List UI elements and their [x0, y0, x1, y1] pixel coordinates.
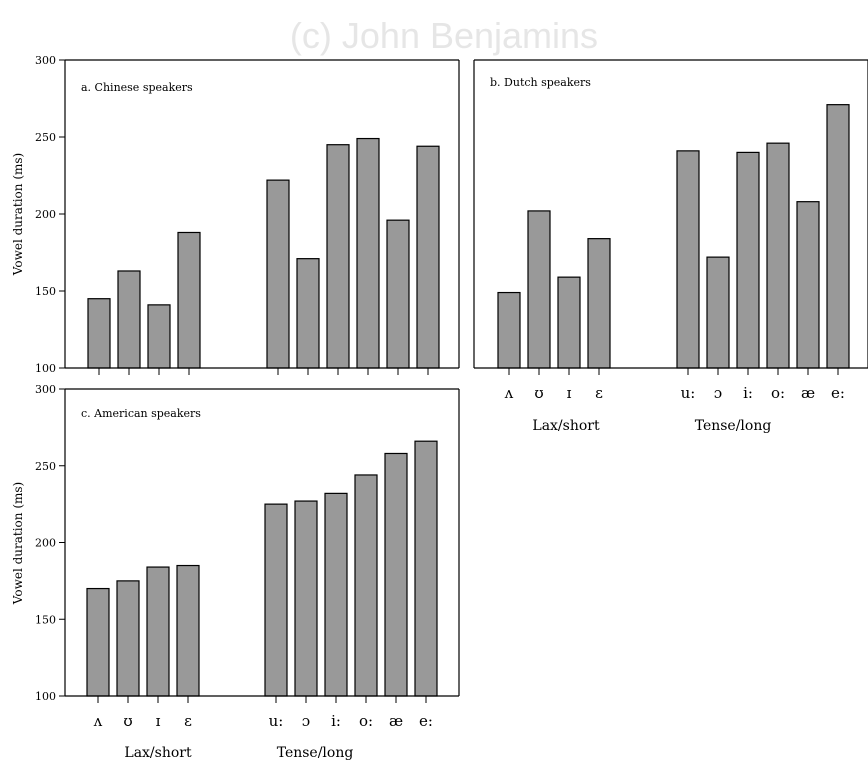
y-axis-label: Vowel duration (ms)	[11, 153, 25, 276]
bar	[416, 145, 440, 369]
bar	[354, 474, 378, 697]
panel-title: b. Dutch speakers	[490, 76, 591, 89]
y-tick-label: 200	[35, 537, 56, 550]
bar	[324, 492, 348, 697]
bar	[86, 587, 110, 697]
x-tick-label: i:	[743, 384, 753, 402]
y-tick-label: 250	[35, 460, 56, 473]
panel-title: c. American speakers	[81, 407, 201, 420]
bar	[557, 276, 581, 369]
x-tick-label: ʊ	[123, 712, 132, 730]
bar	[826, 104, 850, 369]
group-label: Tense/long	[695, 418, 772, 434]
y-tick-label: 200	[35, 208, 56, 221]
bar	[414, 440, 438, 697]
group-label: Lax/short	[532, 418, 600, 434]
x-tick-label: ɔ	[714, 384, 722, 402]
x-tick-label: ɔ	[302, 712, 310, 730]
bar	[177, 231, 201, 369]
bar	[176, 564, 200, 697]
group-label: Tense/long	[277, 745, 354, 761]
y-tick-label: 300	[35, 383, 56, 396]
x-tick-label: e:	[831, 384, 845, 402]
panel-title: a. Chinese speakers	[81, 81, 193, 94]
x-tick-label: ɛ	[595, 384, 603, 402]
x-tick-label: u:	[681, 384, 696, 402]
y-tick-label: 150	[35, 613, 56, 626]
x-tick-label: ɪ	[156, 712, 161, 730]
x-tick-label: ʌ	[504, 384, 514, 402]
bar	[527, 210, 551, 369]
bar	[117, 270, 141, 369]
x-tick-label: u:	[269, 712, 284, 730]
bar	[676, 150, 700, 369]
bar	[356, 137, 380, 369]
x-tick-label: e:	[419, 712, 433, 730]
bar	[497, 291, 521, 369]
watermark-text: (c) John Benjamins	[290, 15, 598, 56]
x-tick-label: ɪ	[567, 384, 572, 402]
bar	[386, 219, 410, 369]
bar	[264, 503, 288, 697]
bar	[294, 500, 318, 697]
y-tick-label: 100	[35, 362, 56, 375]
bar	[587, 238, 611, 369]
bar	[326, 144, 350, 369]
bar	[706, 256, 730, 369]
bar	[146, 566, 170, 697]
chart-panel: 100 150 200 250 300 Vowel duration (ms) c. Ame…	[11, 383, 460, 761]
bar	[147, 304, 171, 369]
bar	[736, 151, 760, 369]
y-tick-label: 250	[35, 131, 56, 144]
bar	[296, 258, 320, 369]
y-axis-label: Vowel duration (ms)	[11, 482, 25, 605]
chart-panel: 100 150 200 250 300 Vowel duration (ms) a. Chi…	[11, 54, 460, 375]
y-tick-label: 150	[35, 285, 56, 298]
bar	[384, 452, 408, 697]
x-tick-label: ʌ	[93, 712, 103, 730]
x-tick-label: o:	[771, 384, 785, 402]
bar	[87, 298, 111, 369]
x-tick-label: æ	[801, 384, 815, 402]
chart-panels: 100 150 200 250 300 Vowel duration (ms) a. Chi…	[11, 54, 868, 761]
chart-panel: b. Dutch speakers ʌ ʊ ɪ ɛ u: ɔ i: o: æ e: Lax/short…	[473, 59, 868, 434]
x-tick-label: ʊ	[534, 384, 543, 402]
x-tick-label: ɛ	[184, 712, 192, 730]
bar	[116, 580, 140, 697]
x-tick-label: o:	[359, 712, 373, 730]
group-label: Lax/short	[124, 745, 192, 761]
bar	[766, 142, 790, 369]
y-tick-label: 100	[35, 690, 56, 703]
bar	[266, 179, 290, 369]
bar	[796, 201, 820, 369]
y-tick-label: 300	[35, 54, 56, 67]
x-tick-label: æ	[389, 712, 403, 730]
x-tick-label: i:	[331, 712, 341, 730]
